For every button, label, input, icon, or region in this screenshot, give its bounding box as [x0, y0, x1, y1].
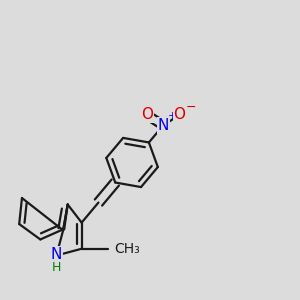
Text: CH₃: CH₃ [114, 242, 140, 256]
Text: O: O [141, 107, 153, 122]
Text: +: + [168, 112, 177, 122]
Text: N: N [158, 118, 169, 133]
Text: O: O [174, 107, 186, 122]
Text: −: − [186, 101, 196, 114]
Text: N: N [51, 247, 62, 262]
Text: H: H [52, 261, 61, 274]
